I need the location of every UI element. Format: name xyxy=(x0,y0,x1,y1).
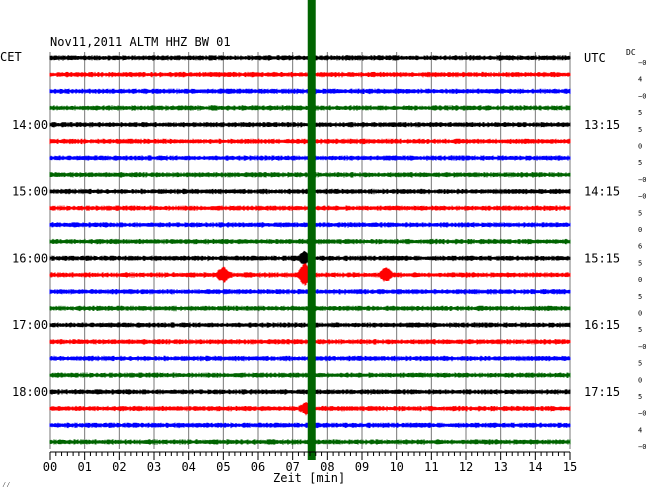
dc-offset-value: −0 xyxy=(638,59,646,67)
right-time-label: 13:15 xyxy=(584,118,620,132)
x-tick-label: 10 xyxy=(389,460,403,474)
dc-offset-value: 0 xyxy=(638,276,642,284)
x-tick-label: 08 xyxy=(320,460,334,474)
right-time-label: 16:15 xyxy=(584,318,620,332)
left-hour-label: 17:00 xyxy=(12,318,48,332)
dc-offset-value: 5 xyxy=(638,159,642,167)
seismic-traces xyxy=(49,55,571,445)
x-tick-label: 04 xyxy=(181,460,195,474)
dc-offset-column: −0 4 −0 5 5 0 5 −0 −0 5 0 6 5 0 5 0 5 −0 5 0 5 −0 4 −0 xyxy=(638,59,646,451)
dc-offset-value: 0 xyxy=(638,226,642,234)
x-tick-label: 15 xyxy=(563,460,577,474)
dc-offset-value: −0 xyxy=(638,193,646,201)
right-time-label: 17:15 xyxy=(584,385,620,399)
trace-row-10 xyxy=(49,222,571,228)
cet-label: CET xyxy=(0,50,22,64)
trace-row-1 xyxy=(49,71,571,78)
x-axis-label: Zeit [min] xyxy=(273,471,345,485)
trace-row-5 xyxy=(49,138,571,145)
x-tick-label: 03 xyxy=(147,460,161,474)
dc-offset-value: 4 xyxy=(638,76,642,84)
trace-row-6 xyxy=(49,155,571,161)
dc-offset-value: −0 xyxy=(638,176,646,184)
left-hour-label: 16:00 xyxy=(12,251,48,265)
x-tick-label: 05 xyxy=(216,460,230,474)
dc-offset-value: 5 xyxy=(638,126,642,134)
trace-row-4 xyxy=(49,122,571,128)
trace-row-17 xyxy=(49,339,571,345)
dc-offset-value: 0 xyxy=(638,376,642,384)
x-tick-label: 09 xyxy=(355,460,369,474)
trace-row-18 xyxy=(49,355,571,362)
time-marker-bar xyxy=(307,0,316,460)
corner-mark: ⁄⁄ xyxy=(2,481,10,489)
right-time-labels: UTC 13:15 14:15 15:15 16:15 17:15 xyxy=(584,51,620,399)
dc-offset-value: −0 xyxy=(638,92,646,100)
x-tick-label: 14 xyxy=(528,460,542,474)
x-axis: 00 01 02 03 04 05 06 07 08 09 10 11 12 13 14 15 xyxy=(43,451,577,474)
trace-row-11 xyxy=(49,238,571,245)
left-hour-label: 18:00 xyxy=(12,385,48,399)
x-tick-label: 02 xyxy=(112,460,126,474)
trace-row-22 xyxy=(49,422,571,429)
right-time-label: UTC xyxy=(584,51,606,65)
x-tick-label: 11 xyxy=(424,460,438,474)
trace-row-15 xyxy=(49,305,571,312)
trace-row-7 xyxy=(49,172,571,178)
trace-row-16 xyxy=(49,322,571,328)
trace-row-12 xyxy=(49,250,571,265)
dc-offset-value: 5 xyxy=(638,393,642,401)
trace-row-3 xyxy=(49,105,571,111)
dc-offset-value: 5 xyxy=(638,109,642,117)
right-time-label: 15:15 xyxy=(584,251,620,265)
dc-offset-value: 4 xyxy=(638,426,642,434)
trace-row-14 xyxy=(49,289,571,295)
right-time-label: 14:15 xyxy=(584,185,620,199)
trace-row-9 xyxy=(49,205,571,211)
trace-row-23 xyxy=(49,439,571,445)
dc-offset-value: 5 xyxy=(638,326,642,334)
dc-offset-value: −0 xyxy=(638,410,646,418)
dc-offset-value: −0 xyxy=(638,443,646,451)
trace-row-21 xyxy=(49,402,571,416)
left-hour-labels: 14:00 15:00 16:00 17:00 18:00 xyxy=(12,118,48,399)
x-tick-label: 06 xyxy=(251,460,265,474)
trace-row-2 xyxy=(49,88,571,95)
minute-grid xyxy=(49,52,571,449)
x-tick-label: 07 xyxy=(285,460,299,474)
x-tick-label: 01 xyxy=(77,460,91,474)
chart-title: Nov11,2011 ALTM HHZ BW 01 xyxy=(50,35,231,49)
trace-row-19 xyxy=(49,372,571,378)
trace-row-8 xyxy=(49,188,571,195)
trace-row-0 xyxy=(49,55,571,61)
dc-label: DC xyxy=(626,48,636,57)
dc-offset-value: 5 xyxy=(638,293,642,301)
x-tick-label: 13 xyxy=(493,460,507,474)
dc-offset-value: 5 xyxy=(638,259,642,267)
dc-offset-value: 6 xyxy=(638,243,642,251)
dc-offset-value: 5 xyxy=(638,209,642,217)
trace-row-13 xyxy=(49,263,571,286)
dc-offset-value: −0 xyxy=(638,343,646,351)
x-tick-label: 12 xyxy=(459,460,473,474)
left-hour-label: 14:00 xyxy=(12,118,48,132)
dc-offset-value: 0 xyxy=(638,310,642,318)
x-tick-label: 00 xyxy=(43,460,57,474)
trace-row-20 xyxy=(49,389,571,395)
dc-offset-value: 0 xyxy=(638,143,642,151)
dc-offset-value: 5 xyxy=(638,360,642,368)
left-hour-label: 15:00 xyxy=(12,185,48,199)
